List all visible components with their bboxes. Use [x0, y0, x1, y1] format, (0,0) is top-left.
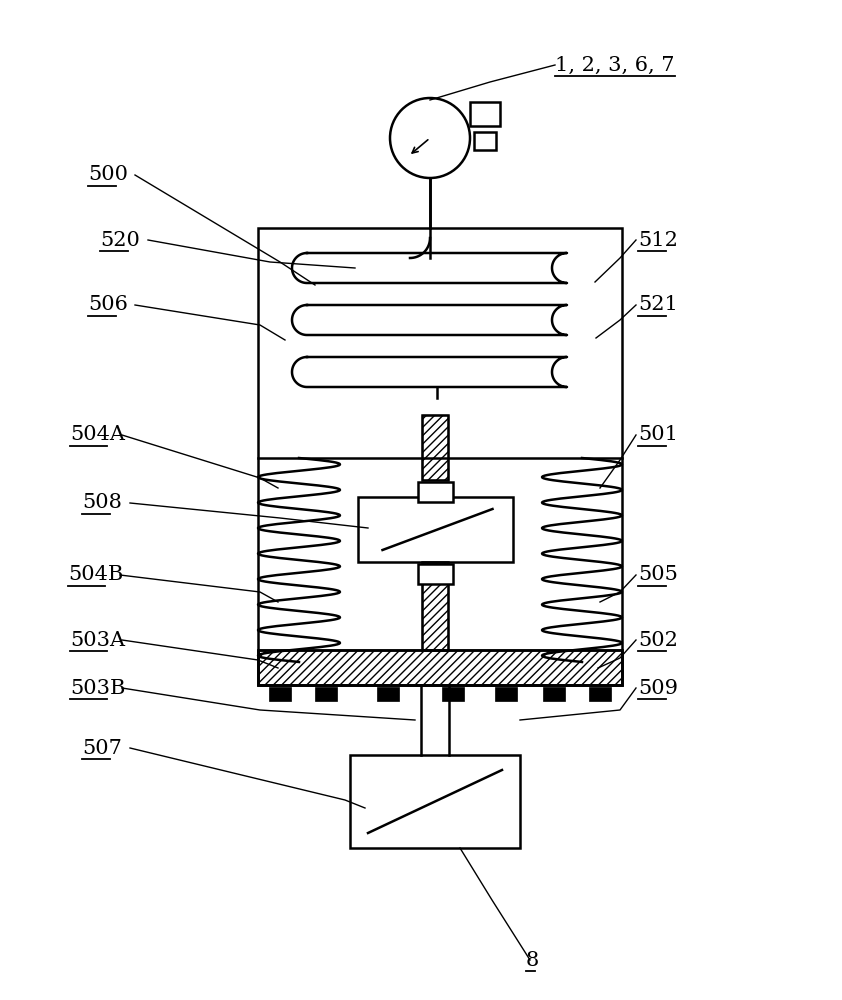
Bar [350, 755, 520, 848]
Text: 503B: 503B [70, 678, 125, 698]
Text: 506: 506 [88, 296, 128, 314]
Bar [418, 564, 452, 584]
Bar [470, 102, 500, 126]
Bar [442, 687, 464, 701]
Text: 504B: 504B [68, 566, 123, 584]
Bar [377, 687, 399, 701]
Bar [543, 687, 565, 701]
Bar [474, 132, 496, 150]
Text: 503A: 503A [70, 631, 125, 650]
Text: 500: 500 [88, 165, 128, 184]
Text: 1, 2, 3, 6, 7: 1, 2, 3, 6, 7 [555, 55, 674, 75]
Bar [418, 482, 452, 502]
Text: 521: 521 [638, 296, 678, 314]
Bar [258, 650, 622, 685]
Text: 509: 509 [638, 678, 678, 698]
Bar [589, 687, 611, 701]
Bar [422, 415, 448, 480]
Bar [495, 687, 517, 701]
Text: 8: 8 [526, 950, 539, 970]
Text: 520: 520 [100, 231, 140, 249]
Circle shape [390, 98, 470, 178]
Bar [422, 562, 448, 650]
Text: 501: 501 [638, 426, 678, 444]
Bar [269, 687, 291, 701]
Text: 502: 502 [638, 631, 678, 650]
Text: 504A: 504A [70, 426, 125, 444]
Bar [258, 650, 622, 685]
Bar [315, 687, 337, 701]
Bar [358, 497, 513, 562]
Text: 512: 512 [638, 231, 678, 249]
Text: 508: 508 [82, 493, 122, 512]
Text: 507: 507 [82, 738, 122, 758]
Text: 505: 505 [638, 566, 678, 584]
Bar [258, 228, 622, 685]
Bar [422, 415, 448, 480]
Bar [422, 562, 448, 650]
